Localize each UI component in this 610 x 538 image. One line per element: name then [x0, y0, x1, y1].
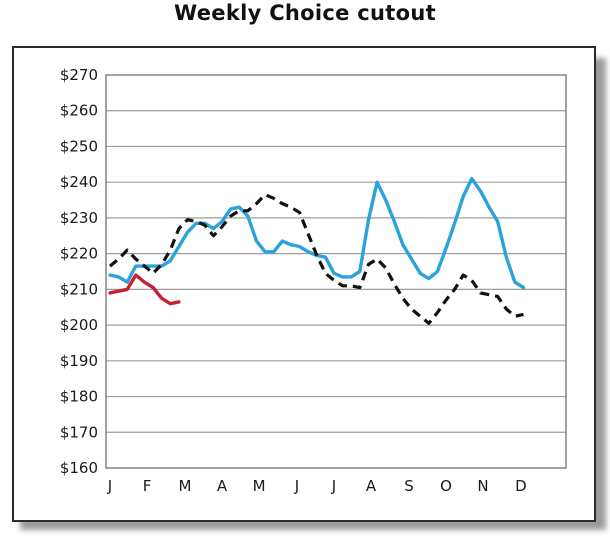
y-tick-label: $240 — [60, 173, 98, 191]
x-tick-label: O — [440, 477, 452, 495]
series-line-3 — [108, 273, 181, 306]
x-tick-label: D — [515, 477, 527, 495]
series-line-1 — [108, 176, 526, 290]
y-tick-label: $200 — [60, 316, 98, 334]
y-tick-label: $230 — [60, 209, 98, 227]
x-tick-label: J — [294, 477, 299, 495]
y-tick-label: $270 — [60, 66, 98, 84]
chart-panel — [12, 46, 596, 522]
y-tick-label: $250 — [60, 137, 98, 155]
y-tick-label: $170 — [60, 423, 98, 441]
grid-lines — [106, 110, 566, 433]
x-tick-label: S — [404, 477, 414, 495]
x-tick-label: J — [107, 477, 112, 495]
x-tick-label: M — [178, 477, 191, 495]
x-tick-label: A — [217, 477, 228, 495]
plot-area — [105, 74, 567, 469]
y-tick-label: $180 — [60, 388, 98, 406]
series-line-2 — [108, 193, 524, 325]
x-tick-label: J — [331, 477, 336, 495]
y-tick-label: $160 — [60, 459, 98, 477]
x-tick-label: F — [143, 477, 152, 495]
y-tick-label: $190 — [60, 352, 98, 370]
y-tick-label: $260 — [60, 102, 98, 120]
y-tick-label: $210 — [60, 280, 98, 298]
chart-title: Weekly Choice cutout — [174, 1, 436, 25]
y-axis-tick-labels: $270 $260 $250 $240 $230 $220 $210 $200 $190 $180… — [60, 66, 98, 477]
y-tick-label: $220 — [60, 245, 98, 263]
x-tick-label: M — [253, 477, 266, 495]
x-tick-label: N — [477, 477, 488, 495]
data-series — [108, 176, 526, 325]
x-tick-label: A — [366, 477, 377, 495]
